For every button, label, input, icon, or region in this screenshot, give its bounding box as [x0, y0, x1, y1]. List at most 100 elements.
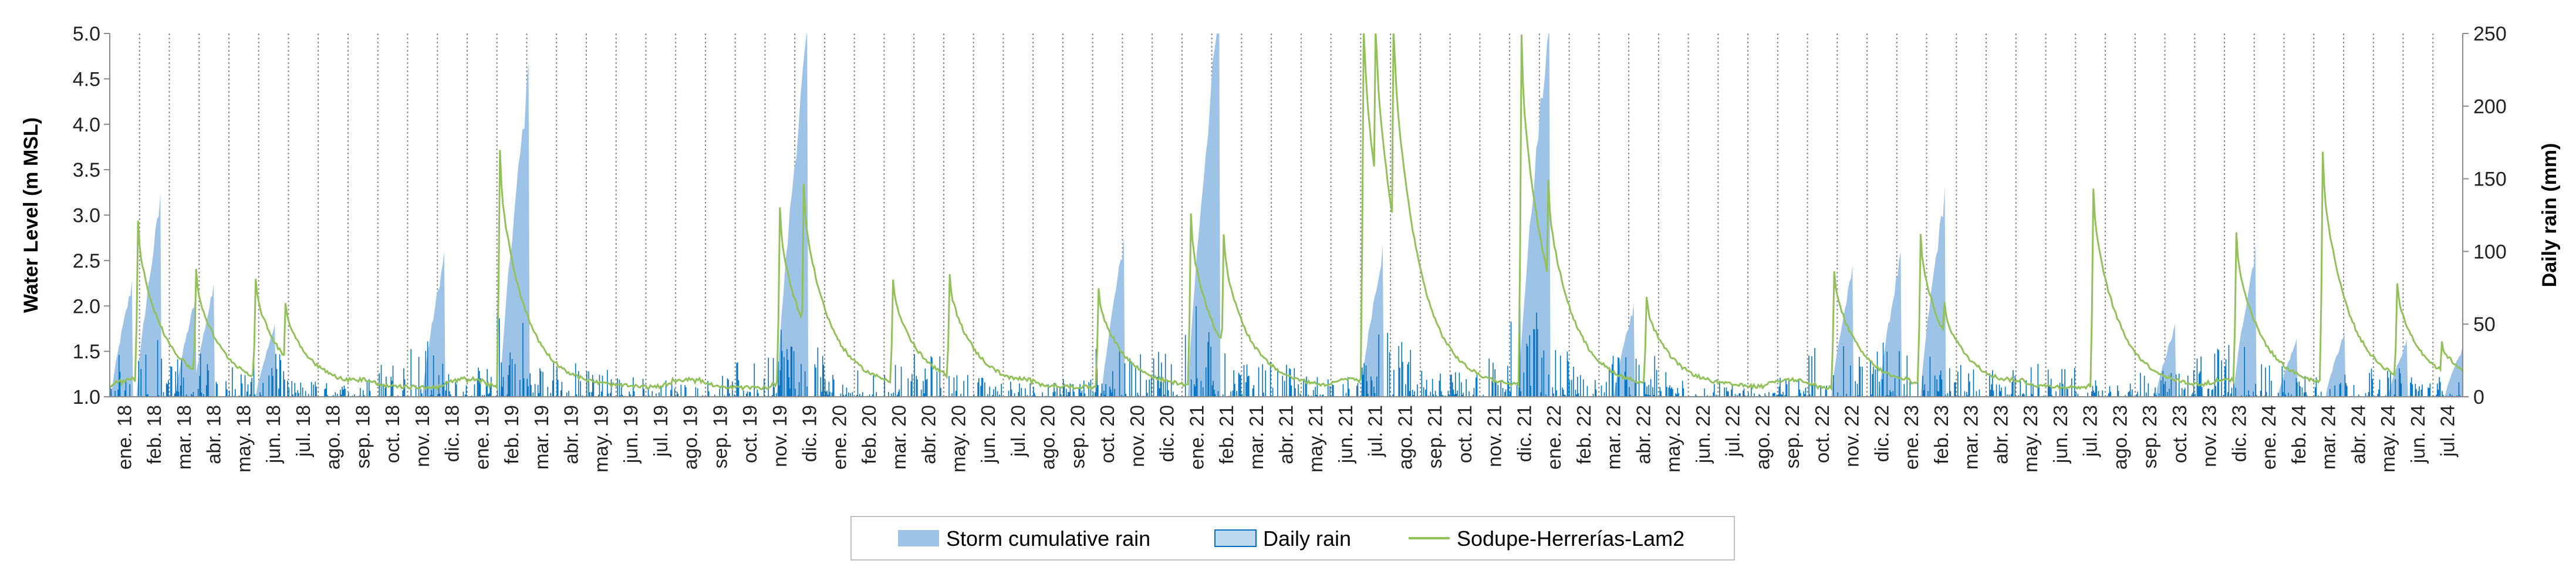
daily-rain-bar — [2244, 347, 2245, 397]
daily-rain-bar — [749, 392, 751, 397]
daily-rain-bar — [953, 377, 955, 397]
daily-rain-bar — [1103, 390, 1105, 397]
daily-rain-bar — [485, 385, 487, 397]
daily-rain-bar — [1094, 392, 1096, 397]
daily-rain-bar — [253, 360, 255, 397]
daily-rain-bar — [778, 362, 779, 397]
x-tick-label: ago. 22 — [1751, 405, 1773, 470]
daily-rain-bar — [1393, 370, 1395, 397]
x-tick-label: abr. 23 — [1990, 405, 2011, 464]
daily-rain-bar — [2098, 391, 2099, 397]
daily-rain-bar — [1707, 395, 1708, 397]
daily-rain-bar — [1466, 379, 1467, 397]
daily-rain-bar — [2162, 370, 2164, 397]
daily-rain-bar — [2439, 382, 2441, 397]
daily-rain-bar — [806, 386, 808, 397]
daily-rain-bar — [1526, 343, 1528, 397]
legend-label: Sodupe-Herrerías-Lam2 — [1457, 526, 1684, 551]
daily-rain-bar — [2146, 392, 2147, 397]
daily-rain-bar — [997, 391, 998, 397]
daily-rain-bar — [1495, 380, 1497, 397]
daily-rain-bar — [324, 389, 325, 397]
daily-rain-bar — [1319, 394, 1321, 397]
daily-rain-bar — [798, 395, 799, 397]
daily-rain-bar — [1150, 376, 1152, 397]
daily-rain-bar — [1609, 367, 1610, 397]
daily-rain-bar — [1780, 377, 1781, 397]
right-y-tick-label: 250 — [2473, 23, 2507, 45]
daily-rain-bar — [2118, 391, 2119, 397]
daily-rain-bar — [1523, 372, 1525, 397]
daily-rain-bar — [1217, 391, 1219, 397]
x-tick-label: jul. 20 — [1007, 405, 1029, 457]
daily-rain-bar — [1110, 389, 1112, 397]
daily-rain-bar — [984, 382, 985, 397]
daily-rain-bar — [1785, 379, 1787, 397]
daily-rain-bar — [829, 391, 830, 397]
daily-rain-bar — [1578, 393, 1579, 397]
daily-rain-bar — [1277, 370, 1278, 397]
storm-cumulative-rain-layer — [111, 33, 2463, 397]
daily-rain-bar — [2314, 387, 2316, 397]
daily-rain-bar — [1543, 350, 1545, 397]
daily-rain-bar — [665, 380, 667, 397]
daily-rain-bar — [1882, 379, 1883, 397]
daily-rain-bar — [1872, 374, 1873, 397]
x-tick-label: dic. 23 — [2228, 405, 2250, 462]
daily-rain-bar — [437, 394, 438, 397]
daily-rain-bar — [430, 394, 431, 397]
daily-rain-bar — [978, 378, 980, 397]
daily-rain-bar — [1252, 388, 1254, 397]
daily-rain-bar — [455, 382, 456, 397]
daily-rain-bar — [768, 357, 769, 397]
daily-rain-bar — [420, 389, 421, 397]
daily-rain-bar — [2428, 387, 2429, 397]
daily-rain-bar — [1494, 369, 1495, 397]
daily-rain-bar — [1559, 355, 1561, 397]
daily-rain-bar — [2340, 383, 2341, 397]
daily-rain-bar — [383, 384, 384, 397]
daily-rain-bar — [287, 380, 288, 397]
daily-rain-bar — [1635, 380, 1636, 397]
daily-rain-bar — [384, 387, 386, 397]
daily-rain-bar — [1342, 384, 1344, 397]
daily-rain-bar — [1121, 394, 1122, 397]
daily-rain-bar — [325, 388, 326, 397]
daily-rain-bar — [2055, 391, 2057, 397]
daily-rain-bar — [1575, 389, 1576, 397]
daily-rain-bar — [578, 371, 579, 397]
left-y-tick-label: 3.0 — [73, 205, 100, 227]
daily-rain-bar — [2129, 383, 2131, 397]
daily-rain-bar — [1125, 394, 1126, 397]
daily-rain-bar — [2043, 395, 2045, 397]
daily-rain-bar — [2181, 388, 2183, 397]
daily-rain-bar — [1529, 335, 1531, 397]
daily-rain-bar — [2419, 386, 2420, 397]
daily-rain-bar — [1862, 366, 1863, 397]
daily-rain-bar — [1146, 380, 1147, 397]
daily-rain-bar — [1451, 382, 1453, 397]
daily-rain-bar — [702, 395, 703, 397]
daily-rain-bar — [1208, 332, 1210, 397]
storm-cumulative-rain-area — [2156, 324, 2176, 397]
daily-rain-bar — [734, 394, 735, 397]
daily-rain-bar — [1668, 387, 1670, 397]
x-tick-label: feb. 18 — [143, 405, 165, 464]
daily-rain-bar — [1284, 381, 1285, 397]
daily-rain-bar — [1131, 361, 1133, 397]
left-y-tick-label: 4.0 — [73, 114, 100, 136]
storm-cumulative-rain-area — [175, 295, 197, 397]
daily-rain-bar — [168, 380, 169, 397]
daily-rain-bar — [259, 392, 261, 397]
daily-rain-bar — [522, 323, 524, 397]
storm-cumulative-rain-area — [1920, 185, 1946, 397]
daily-rain-bar — [1540, 392, 1542, 397]
daily-rain-bar — [597, 394, 599, 397]
daily-rain-bar — [404, 379, 406, 397]
daily-rain-bar — [1566, 351, 1568, 397]
daily-rain-bar — [540, 371, 542, 397]
daily-rain-bar — [124, 390, 126, 397]
daily-rain-bar — [1176, 395, 1177, 397]
daily-rain-bar — [592, 374, 593, 397]
daily-rain-bar — [989, 386, 990, 397]
